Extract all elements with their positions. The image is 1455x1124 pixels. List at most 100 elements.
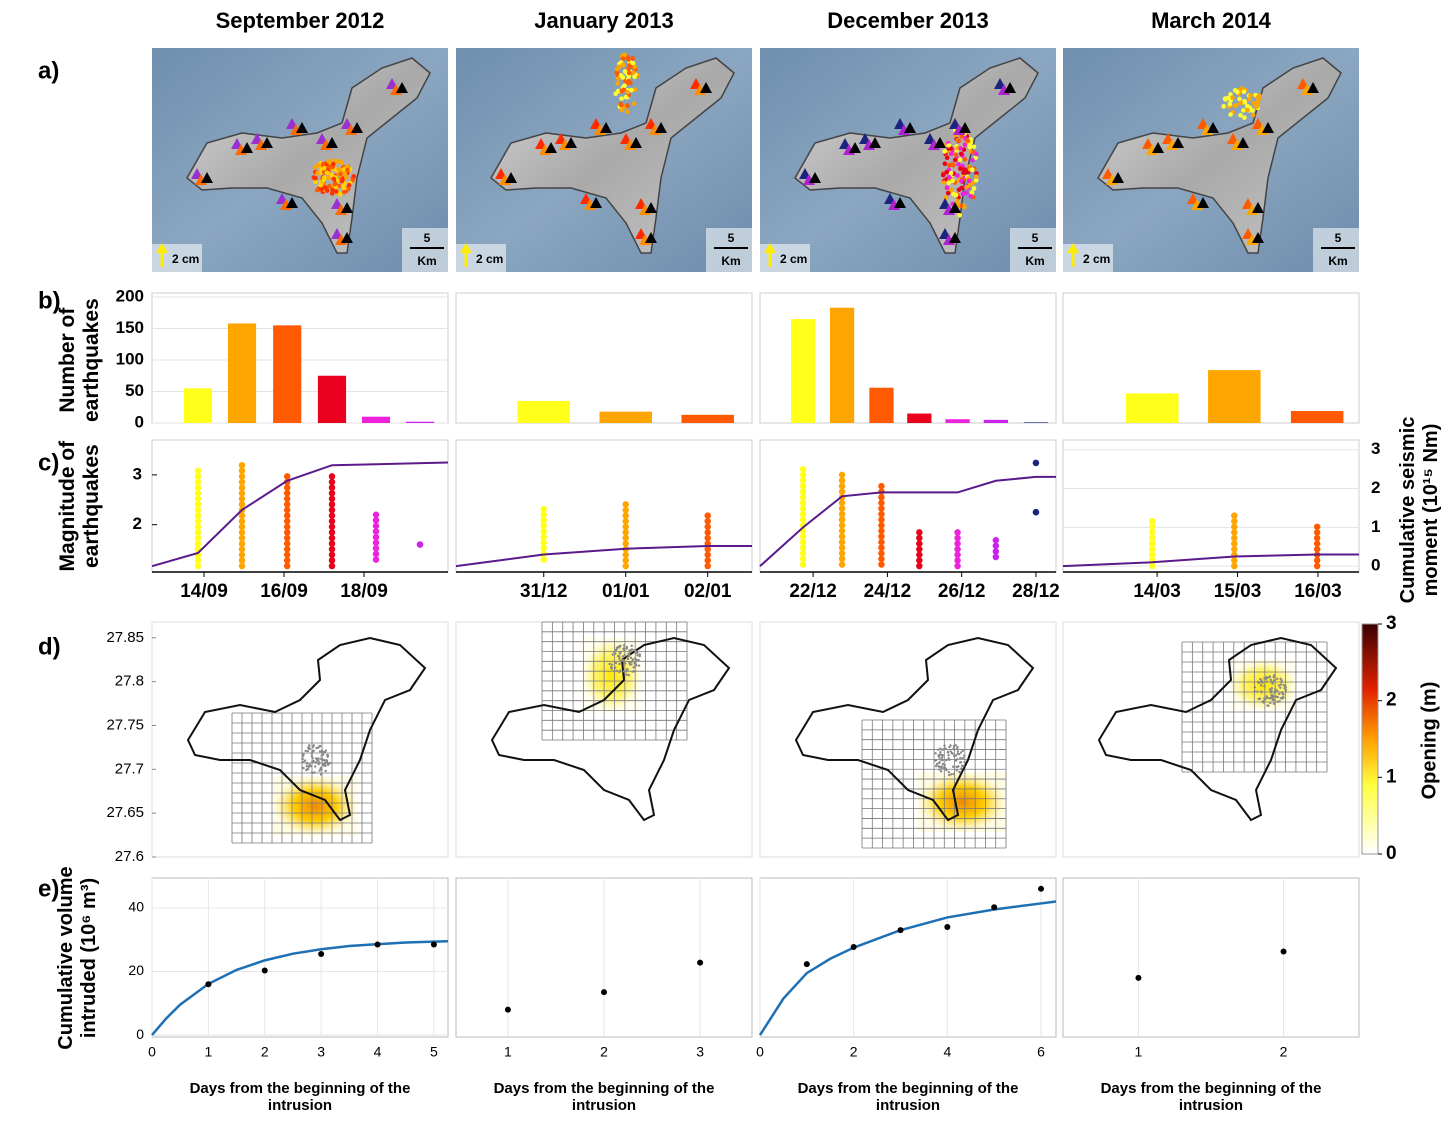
epicenter <box>619 645 621 647</box>
x-tick-label: 26/12 <box>938 581 986 602</box>
seismic-event <box>959 179 964 184</box>
column-title: September 2012 <box>216 8 385 33</box>
seismic-event <box>626 79 631 84</box>
epicenter <box>308 766 310 768</box>
bar <box>406 422 434 423</box>
epicenter <box>616 670 618 672</box>
epicenter <box>612 653 614 655</box>
seismic-event <box>619 96 624 101</box>
epicenter <box>316 758 318 760</box>
seismic-event <box>953 152 958 157</box>
x-tick-label: 15/03 <box>1214 581 1262 602</box>
colorbar-tick-label: 1 <box>1386 766 1397 787</box>
figure: September 2012January 2013December 2013M… <box>0 0 1455 1124</box>
epicenter <box>952 766 954 768</box>
x-axis-label: Days from the beginning of the intrusion <box>1086 1080 1336 1115</box>
epicenter <box>1279 678 1281 680</box>
plot-frame <box>456 293 752 423</box>
scale-unit: Km <box>1025 254 1044 268</box>
epicenter <box>960 767 962 769</box>
bar <box>1208 370 1261 423</box>
seismic-event <box>1251 113 1256 118</box>
epicenter <box>308 748 310 750</box>
fit-curve <box>760 902 1056 1036</box>
epicenter <box>943 744 945 746</box>
seismic-event <box>1234 103 1239 108</box>
epicenter <box>953 745 955 747</box>
seismic-event <box>318 183 323 188</box>
epicenter <box>630 657 632 659</box>
x-tick-label: 18/09 <box>340 581 388 602</box>
volume-point <box>262 968 268 974</box>
seismic-event <box>313 165 318 170</box>
seismic-event <box>944 170 949 175</box>
x-tick-label: 02/01 <box>684 581 732 602</box>
magnitude-dot <box>1033 509 1040 516</box>
epicenter <box>313 744 315 746</box>
y2-tick-label: 2 <box>1371 478 1380 497</box>
x-tick-label: 16/09 <box>260 581 308 602</box>
epicenter <box>310 765 312 767</box>
epicenter <box>1281 691 1283 693</box>
epicenter <box>942 754 944 756</box>
seismic-event <box>965 138 970 143</box>
epicenter <box>619 669 621 671</box>
epicenter <box>614 666 616 668</box>
seismic-event <box>315 171 320 176</box>
seismic-event <box>945 185 950 190</box>
bar <box>681 415 733 423</box>
epicenter <box>1276 701 1278 703</box>
bar <box>517 401 569 423</box>
x-tick-label: 3 <box>696 1044 704 1060</box>
seismic-event <box>617 64 622 69</box>
seismic-event <box>624 95 629 100</box>
seismic-event <box>622 52 627 57</box>
bar <box>184 388 212 423</box>
seismic-event <box>325 188 330 193</box>
seismic-event <box>1237 97 1242 102</box>
epicenter <box>625 670 627 672</box>
y-tick-label: 0 <box>136 1026 144 1042</box>
seismic-event <box>953 158 958 163</box>
scale-value: 5 <box>728 231 735 245</box>
y-tick-label: 27.75 <box>106 716 144 733</box>
seismic-event <box>315 188 320 193</box>
epicenter <box>320 755 322 757</box>
epicenter <box>1267 705 1269 707</box>
seismic-event <box>1247 97 1252 102</box>
epicenter <box>1260 684 1262 686</box>
epicenter <box>1276 678 1278 680</box>
volume-point <box>375 941 381 947</box>
arrow-label: 2 cm <box>476 252 503 266</box>
epicenter <box>324 761 326 763</box>
epicenter <box>623 662 625 664</box>
arrow-label: 2 cm <box>1083 252 1110 266</box>
y-axis-label: Cumulative volume intruded (10⁶ m³) <box>55 848 101 1068</box>
epicenter <box>636 651 638 653</box>
epicenter <box>1265 695 1267 697</box>
seismic-event <box>1228 102 1233 107</box>
epicenter <box>311 757 313 759</box>
epicenter <box>1254 686 1256 688</box>
epicenter <box>957 753 959 755</box>
seismic-event <box>943 161 948 166</box>
epicenter <box>956 748 958 750</box>
seismic-event <box>974 152 979 157</box>
seismic-event <box>949 171 954 176</box>
epicenter <box>963 761 965 763</box>
epicenter <box>314 765 316 767</box>
seismic-event <box>332 177 337 182</box>
scale-unit: Km <box>417 254 436 268</box>
epicenter <box>324 765 326 767</box>
seismic-event <box>949 151 954 156</box>
seismic-event <box>945 155 950 160</box>
epicenter <box>1269 702 1271 704</box>
epicenter <box>962 750 964 752</box>
epicenter <box>945 769 947 771</box>
epicenter <box>636 654 638 656</box>
opening-patch <box>918 772 1006 832</box>
seismic-event <box>1223 97 1228 102</box>
epicenter <box>941 758 943 760</box>
epicenter <box>631 645 633 647</box>
seismic-event <box>959 152 964 157</box>
